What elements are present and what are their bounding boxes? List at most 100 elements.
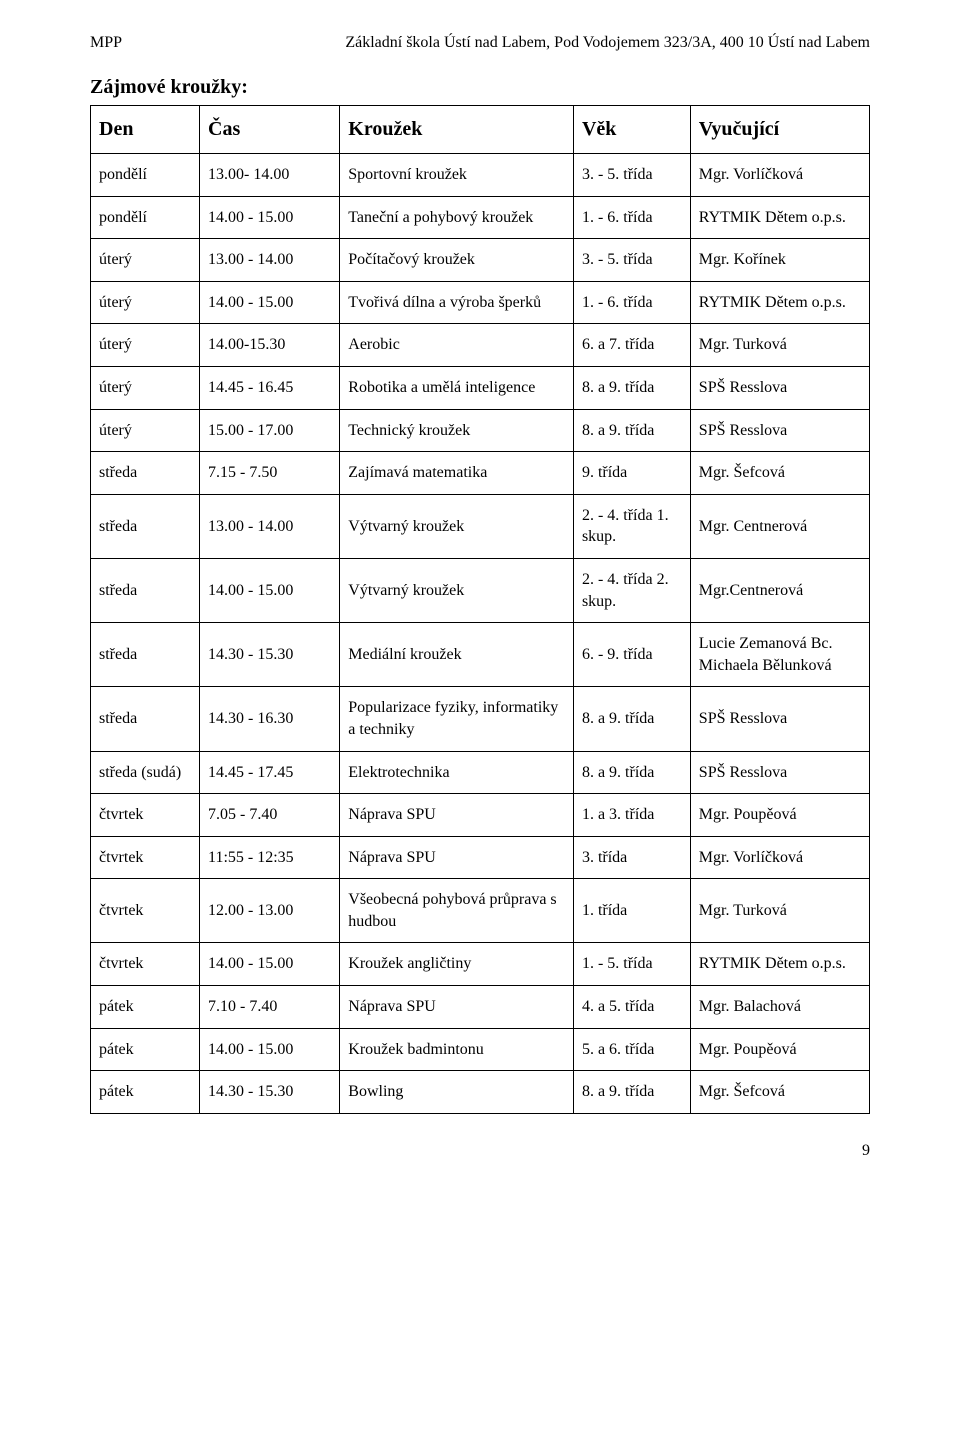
table-cell: Mgr.Centnerová [690, 558, 869, 622]
table-cell: Mgr. Šefcová [690, 452, 869, 495]
table-cell: Výtvarný kroužek [340, 558, 574, 622]
table-cell: 6. - 9. třída [573, 623, 690, 687]
table-row: pátek7.10 - 7.40Náprava SPU4. a 5. třída… [91, 986, 870, 1029]
table-cell: Výtvarný kroužek [340, 494, 574, 558]
table-cell: Technický kroužek [340, 409, 574, 452]
table-cell: středa [91, 687, 200, 751]
table-cell: 14.30 - 15.30 [200, 623, 340, 687]
table-cell: 14.30 - 16.30 [200, 687, 340, 751]
table-cell: Kroužek badmintonu [340, 1028, 574, 1071]
table-cell: SPŠ Resslova [690, 409, 869, 452]
table-cell: 1. - 5. třída [573, 943, 690, 986]
table-cell: 13.00- 14.00 [200, 154, 340, 197]
table-cell: pondělí [91, 154, 200, 197]
table-cell: Robotika a umělá inteligence [340, 366, 574, 409]
table-cell: Kroužek angličtiny [340, 943, 574, 986]
page-number: 9 [90, 1142, 870, 1160]
table-cell: Mgr. Centnerová [690, 494, 869, 558]
table-cell: 8. a 9. třída [573, 409, 690, 452]
table-cell: úterý [91, 281, 200, 324]
table-cell: Tvořivá dílna a výroba šperků [340, 281, 574, 324]
table-cell: 14.00 - 15.00 [200, 558, 340, 622]
col-cas: Čas [200, 106, 340, 154]
table-cell: 11:55 - 12:35 [200, 836, 340, 879]
table-cell: Počítačový kroužek [340, 239, 574, 282]
table-cell: SPŠ Resslova [690, 366, 869, 409]
table-cell: Popularizace fyziky, informatiky a techn… [340, 687, 574, 751]
table-cell: 1. - 6. třída [573, 281, 690, 324]
table-cell: 15.00 - 17.00 [200, 409, 340, 452]
table-cell: středa [91, 558, 200, 622]
table-cell: středa [91, 623, 200, 687]
table-row: středa (sudá)14.45 - 17.45Elektrotechnik… [91, 751, 870, 794]
table-cell: středa [91, 452, 200, 495]
table-cell: Sportovní kroužek [340, 154, 574, 197]
table-cell: 14.00 - 15.00 [200, 281, 340, 324]
table-row: pátek14.00 - 15.00Kroužek badmintonu5. a… [91, 1028, 870, 1071]
table-cell: Všeobecná pohybová průprava s hudbou [340, 879, 574, 943]
table-row: středa14.30 - 16.30Popularizace fyziky, … [91, 687, 870, 751]
table-cell: 8. a 9. třída [573, 751, 690, 794]
table-row: úterý14.00 - 15.00Tvořivá dílna a výroba… [91, 281, 870, 324]
col-vek: Věk [573, 106, 690, 154]
table-row: úterý14.00-15.30Aerobic6. a 7. třídaMgr.… [91, 324, 870, 367]
table-row: středa14.00 - 15.00Výtvarný kroužek2. - … [91, 558, 870, 622]
table-cell: úterý [91, 366, 200, 409]
table-cell: Náprava SPU [340, 836, 574, 879]
table-row: úterý15.00 - 17.00Technický kroužek8. a … [91, 409, 870, 452]
table-cell: RYTMIK Dětem o.p.s. [690, 943, 869, 986]
table-cell: 7.15 - 7.50 [200, 452, 340, 495]
table-row: středa13.00 - 14.00Výtvarný kroužek2. - … [91, 494, 870, 558]
table-cell: Taneční a pohybový kroužek [340, 196, 574, 239]
table-cell: 14.00 - 15.00 [200, 1028, 340, 1071]
table-cell: 14.00 - 15.00 [200, 943, 340, 986]
table-cell: 14.45 - 17.45 [200, 751, 340, 794]
table-cell: 7.10 - 7.40 [200, 986, 340, 1029]
table-row: pondělí13.00- 14.00Sportovní kroužek3. -… [91, 154, 870, 197]
table-header-row: Den Čas Kroužek Věk Vyučující [91, 106, 870, 154]
table-cell: 8. a 9. třída [573, 366, 690, 409]
table-cell: 8. a 9. třída [573, 1071, 690, 1114]
table-cell: středa [91, 494, 200, 558]
table-cell: úterý [91, 324, 200, 367]
table-cell: Mgr. Kořínek [690, 239, 869, 282]
table-cell: 3. - 5. třída [573, 239, 690, 282]
table-cell: pátek [91, 1071, 200, 1114]
table-cell: 14.30 - 15.30 [200, 1071, 340, 1114]
table-cell: čtvrtek [91, 794, 200, 837]
table-cell: 12.00 - 13.00 [200, 879, 340, 943]
col-krouzek: Kroužek [340, 106, 574, 154]
table-cell: 4. a 5. třída [573, 986, 690, 1029]
table-cell: 1. - 6. třída [573, 196, 690, 239]
table-row: čtvrtek11:55 - 12:35Náprava SPU3. třídaM… [91, 836, 870, 879]
table-cell: SPŠ Resslova [690, 687, 869, 751]
schedule-table: Den Čas Kroužek Věk Vyučující pondělí13.… [90, 105, 870, 1114]
table-cell: Náprava SPU [340, 986, 574, 1029]
table-cell: 8. a 9. třída [573, 687, 690, 751]
table-cell: Elektrotechnika [340, 751, 574, 794]
table-cell: Mgr. Vorlíčková [690, 154, 869, 197]
table-row: pondělí14.00 - 15.00Taneční a pohybový k… [91, 196, 870, 239]
table-cell: 14.00 - 15.00 [200, 196, 340, 239]
table-cell: Náprava SPU [340, 794, 574, 837]
table-row: pátek14.30 - 15.30Bowling8. a 9. třídaMg… [91, 1071, 870, 1114]
table-cell: RYTMIK Dětem o.p.s. [690, 196, 869, 239]
table-cell: Mgr. Balachová [690, 986, 869, 1029]
running-header: MPP Základní škola Ústí nad Labem, Pod V… [90, 34, 870, 52]
table-cell: Mgr. Šefcová [690, 1071, 869, 1114]
table-cell: 13.00 - 14.00 [200, 239, 340, 282]
table-cell: středa (sudá) [91, 751, 200, 794]
table-cell: 7.05 - 7.40 [200, 794, 340, 837]
table-cell: 3. - 5. třída [573, 154, 690, 197]
table-row: středa14.30 - 15.30Mediální kroužek6. - … [91, 623, 870, 687]
table-cell: pátek [91, 1028, 200, 1071]
table-row: čtvrtek12.00 - 13.00Všeobecná pohybová p… [91, 879, 870, 943]
table-cell: 6. a 7. třída [573, 324, 690, 367]
col-vyucujici: Vyučující [690, 106, 869, 154]
table-cell: Mgr. Poupěová [690, 794, 869, 837]
table-cell: Mediální kroužek [340, 623, 574, 687]
table-row: úterý13.00 - 14.00Počítačový kroužek3. -… [91, 239, 870, 282]
table-cell: 3. třída [573, 836, 690, 879]
table-cell: Lucie Zemanová Bc. Michaela Bělunková [690, 623, 869, 687]
table-cell: 2. - 4. třída 2. skup. [573, 558, 690, 622]
